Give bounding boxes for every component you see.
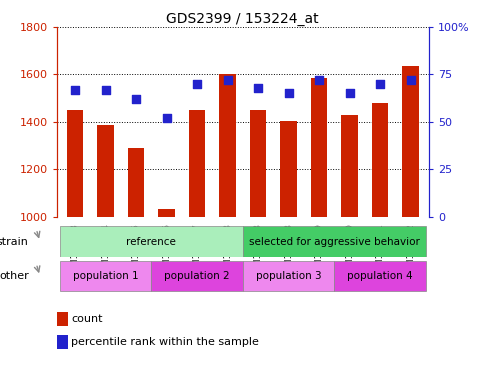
- Bar: [151, 261, 243, 291]
- Text: reference: reference: [126, 237, 176, 247]
- Text: selected for aggressive behavior: selected for aggressive behavior: [249, 237, 420, 247]
- Title: GDS2399 / 153224_at: GDS2399 / 153224_at: [167, 12, 319, 26]
- Text: population 4: population 4: [347, 271, 413, 281]
- Bar: [189, 110, 206, 217]
- Point: [284, 90, 292, 96]
- Bar: [243, 261, 334, 291]
- Point: [254, 84, 262, 91]
- Bar: [372, 103, 388, 217]
- Bar: [219, 74, 236, 217]
- Text: population 1: population 1: [72, 271, 139, 281]
- Text: other: other: [0, 271, 29, 281]
- Point: [132, 96, 140, 102]
- Text: strain: strain: [0, 237, 29, 247]
- Point: [407, 77, 415, 83]
- Bar: [60, 227, 243, 257]
- Point: [315, 77, 323, 83]
- Bar: [341, 115, 358, 217]
- Bar: [249, 110, 266, 217]
- Bar: [67, 110, 83, 217]
- Bar: [334, 261, 426, 291]
- Point: [193, 81, 201, 87]
- Text: percentile rank within the sample: percentile rank within the sample: [71, 337, 259, 347]
- Point: [163, 115, 171, 121]
- Bar: [402, 66, 419, 217]
- Bar: [60, 261, 151, 291]
- Bar: [243, 227, 426, 257]
- Bar: [280, 121, 297, 217]
- Bar: [311, 78, 327, 217]
- Text: population 2: population 2: [164, 271, 230, 281]
- Point: [71, 86, 79, 93]
- Point: [376, 81, 384, 87]
- Point: [224, 77, 232, 83]
- Point: [102, 86, 109, 93]
- Text: population 3: population 3: [256, 271, 321, 281]
- Text: count: count: [71, 314, 103, 324]
- Bar: [128, 148, 144, 217]
- Point: [346, 90, 353, 96]
- Bar: [158, 209, 175, 217]
- Bar: [97, 126, 114, 217]
